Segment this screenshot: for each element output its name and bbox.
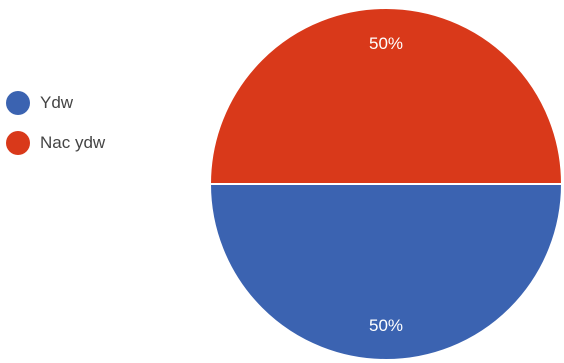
legend-item-nac-ydw: Nac ydw bbox=[6, 129, 105, 157]
legend-swatch-nac-ydw bbox=[6, 131, 30, 155]
legend-label-ydw: Ydw bbox=[40, 93, 74, 112]
legend-label-nac-ydw: Nac ydw bbox=[40, 133, 106, 152]
legend-swatch-ydw bbox=[6, 91, 30, 115]
chart-legend: Ydw Nac ydw bbox=[6, 89, 105, 157]
pie-slice-ydw bbox=[208, 183, 564, 361]
pie-slice-nac-ydw bbox=[208, 7, 564, 185]
slice-label-nac-ydw: 50% bbox=[369, 34, 403, 53]
slice-label-ydw: 50% bbox=[369, 316, 403, 335]
legend-item-ydw: Ydw bbox=[6, 89, 105, 117]
